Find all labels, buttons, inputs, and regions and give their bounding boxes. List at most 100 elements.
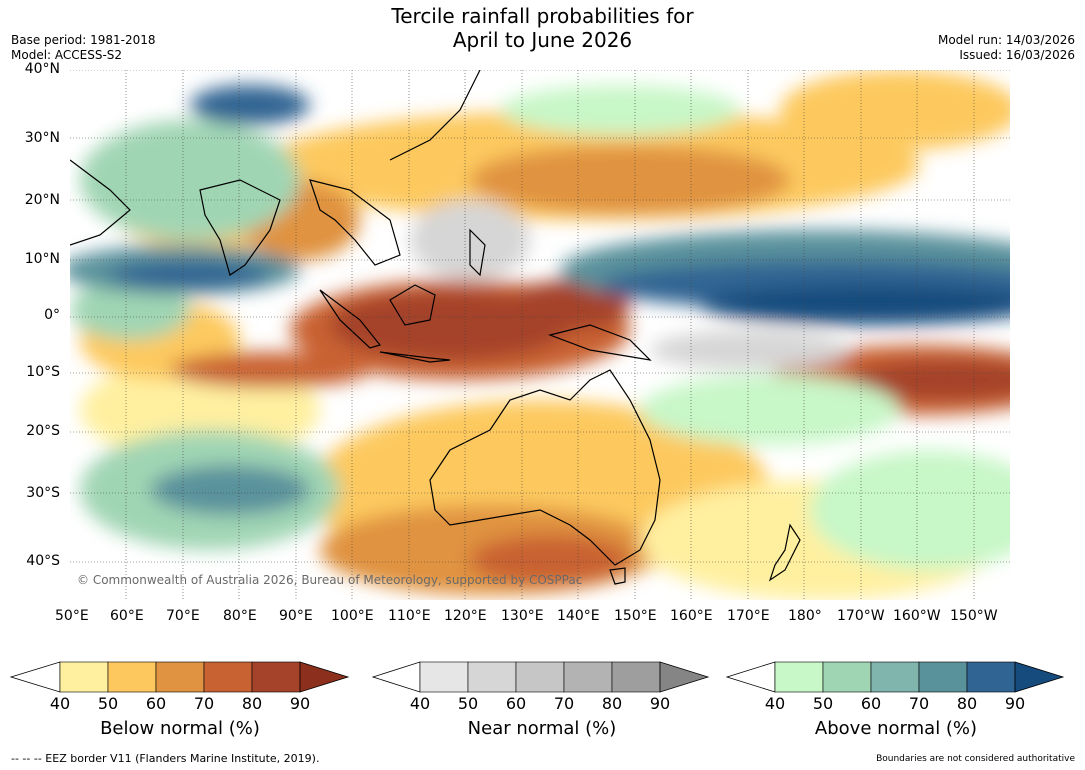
- lat-tick-20s: 20°S: [26, 423, 60, 439]
- lon-tick-180: 180°: [788, 608, 822, 624]
- graticule: [70, 70, 1010, 600]
- above-swatch-80: [966, 661, 1016, 693]
- above-swatch-90: [1014, 661, 1065, 693]
- near-swatch-50: [467, 661, 517, 693]
- coastlines: [70, 70, 801, 585]
- near-tick-50: 50: [457, 694, 479, 713]
- lon-tick-90e: 90°E: [279, 608, 313, 624]
- below-tick-50: 50: [97, 694, 119, 713]
- below-tick-80: 80: [241, 694, 263, 713]
- near-tick-70: 70: [553, 694, 575, 713]
- near-swatch-60: [515, 661, 565, 693]
- above-tick-90: 90: [1004, 694, 1026, 713]
- above-swatch-50: [822, 661, 872, 693]
- above-tick-60: 60: [860, 694, 882, 713]
- borneo-coast: [389, 284, 436, 326]
- colorbar-above-normal: 40 50 60 70 80 90 Above normal (%): [725, 660, 1066, 752]
- lon-tick-170w: 170°W: [837, 608, 885, 624]
- lon-tick-70e: 70°E: [166, 608, 200, 624]
- above-ticks: 40 50 60 70 80 90: [726, 694, 1066, 714]
- above-tick-80: 80: [956, 694, 978, 713]
- below-tick-40: 40: [49, 694, 71, 713]
- near-swatch-70: [563, 661, 613, 693]
- below-swatch-80: [251, 661, 301, 693]
- tasmania-coast: [609, 567, 626, 585]
- java-coast: [379, 351, 451, 363]
- below-normal-label: Below normal (%): [100, 718, 260, 739]
- above-normal-label: Above normal (%): [814, 718, 978, 739]
- new-zealand-coast: [768, 523, 801, 582]
- model-run: Model run: 14/03/2026: [937, 33, 1075, 47]
- lon-tick-100e: 100°E: [331, 608, 374, 624]
- near-tick-60: 60: [505, 694, 527, 713]
- lat-tick-20n: 20°N: [24, 192, 60, 208]
- lat-tick-30n: 30°N: [24, 130, 60, 146]
- lon-tick-110e: 110°E: [388, 608, 431, 624]
- near-normal-label: Near normal (%): [467, 718, 617, 739]
- below-ticks: 40 50 60 70 80 90: [10, 694, 350, 714]
- rainfall-map: © Commonwealth of Australia 2026, Bureau…: [70, 70, 1010, 600]
- near-swatch-90: [659, 661, 710, 693]
- below-tick-60: 60: [145, 694, 167, 713]
- australia-coast: [429, 369, 661, 566]
- near-swatch-80: [611, 661, 661, 693]
- lon-tick-170e: 170°E: [727, 608, 770, 624]
- above-tick-40: 40: [764, 694, 786, 713]
- lat-tick-40n: 40°N: [24, 61, 60, 77]
- meta-left: Base period: 1981-2018 Model: ACCESS-S2: [11, 33, 156, 63]
- above-swatch-60: [870, 661, 920, 693]
- title-line-2: April to June 2026: [452, 28, 633, 52]
- colorbar-above-svg: [725, 661, 1065, 693]
- below-swatch-70: [203, 661, 253, 693]
- lon-tick-140e: 140°E: [557, 608, 600, 624]
- lat-tick-0: 0°: [44, 307, 60, 323]
- lon-tick-150w: 150°W: [950, 608, 998, 624]
- above-tick-50: 50: [812, 694, 834, 713]
- map-svg: [70, 70, 1010, 600]
- title-line-1: Tercile rainfall probabilities for: [391, 4, 694, 28]
- lat-tick-10n: 10°N: [24, 251, 60, 267]
- near-tick-90: 90: [649, 694, 671, 713]
- below-tick-70: 70: [193, 694, 215, 713]
- issued-date: Issued: 16/03/2026: [959, 48, 1075, 62]
- meta-right: Model run: 14/03/2026 Issued: 16/03/2026: [938, 33, 1075, 63]
- below-swatch-40: [59, 661, 109, 693]
- copyright-notice: © Commonwealth of Australia 2026, Bureau…: [77, 573, 583, 587]
- above-tick-70: 70: [908, 694, 930, 713]
- lon-tick-60e: 60°E: [110, 608, 144, 624]
- lon-tick-80e: 80°E: [223, 608, 257, 624]
- lat-tick-10s: 10°S: [26, 364, 60, 380]
- near-tick-80: 80: [601, 694, 623, 713]
- near-ticks: 40 50 60 70 80 90: [372, 694, 712, 714]
- new-guinea-coast: [547, 324, 652, 361]
- below-swatch-60: [155, 661, 205, 693]
- lat-tick-30s: 30°S: [26, 485, 60, 501]
- below-swatch-50: [107, 661, 157, 693]
- colorbar-near-svg: [371, 661, 710, 693]
- lon-tick-120e: 120°E: [444, 608, 487, 624]
- lon-tick-50e: 50°E: [55, 608, 89, 624]
- china-coast: [389, 70, 481, 161]
- colorbar-near-normal: 40 50 60 70 80 90 Near normal (%): [371, 660, 712, 752]
- colorbar-below-svg: [9, 661, 350, 693]
- colorbar-below-normal: 40 50 60 70 80 90 Below normal (%): [9, 660, 350, 752]
- lon-tick-150e: 150°E: [614, 608, 657, 624]
- near-tick-40: 40: [409, 694, 431, 713]
- lat-tick-40s: 40°S: [26, 553, 60, 569]
- below-swatch-90: [299, 661, 350, 693]
- near-swatch-40: [419, 661, 469, 693]
- india-coast: [199, 179, 281, 276]
- model-name: Model: ACCESS-S2: [11, 48, 123, 62]
- lon-tick-160e: 160°E: [670, 608, 713, 624]
- indochina-coast: [309, 179, 401, 266]
- probability-field: [70, 70, 1010, 600]
- lon-tick-160w: 160°W: [893, 608, 941, 624]
- boundary-note: Boundaries are not considered authoritat…: [876, 754, 1075, 764]
- map-title: Tercile rainfall probabilities for April…: [0, 4, 1085, 52]
- eez-note: -- -- -- EEZ border V11 (Flanders Marine…: [11, 752, 320, 765]
- arabia-coast: [70, 159, 131, 246]
- sumatra-coast: [319, 289, 382, 349]
- philippines-coast: [469, 228, 486, 277]
- above-swatch-40: [774, 661, 824, 693]
- below-tick-90: 90: [289, 694, 311, 713]
